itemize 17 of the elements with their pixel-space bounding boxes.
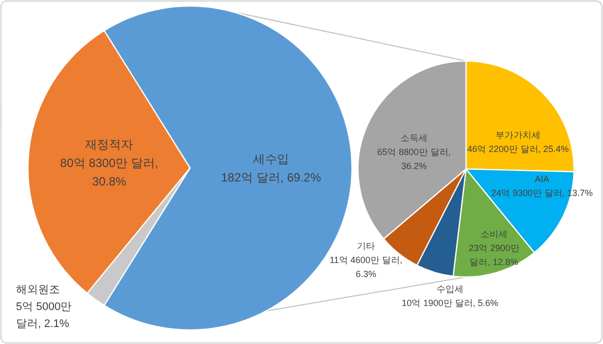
data-label: 46억 2200만 달러, 25.4% xyxy=(467,144,569,154)
slice-label: 기타 xyxy=(357,241,375,252)
slice-label: 소득세 xyxy=(400,133,428,144)
data-label: 5억 5000만 달러, 2.1% xyxy=(16,300,72,330)
data-label: 65억 8800만 달러, 36.2% xyxy=(377,147,451,172)
data-label: 11억 4600만 달러, 6.3% xyxy=(330,255,402,280)
slice-label: 부가가치세 xyxy=(496,130,540,140)
data-label: 80억 8300만 달러, 30.8% xyxy=(60,156,158,189)
slice-label: 재정적자 xyxy=(85,137,134,152)
data-label: 23억 2900만 달러, 12.8% xyxy=(468,243,520,268)
slice-label: AIA xyxy=(534,174,550,184)
data-label: 10억 1900만 달러, 5.6% xyxy=(402,298,498,308)
data-label: 182억 달러, 69.2% xyxy=(220,170,322,184)
slice-label: 해외원조 xyxy=(16,284,60,296)
slice-label: 세수입 xyxy=(253,152,289,166)
slice-label: 수입세 xyxy=(436,284,464,294)
slice-label: 소비세 xyxy=(480,229,508,240)
